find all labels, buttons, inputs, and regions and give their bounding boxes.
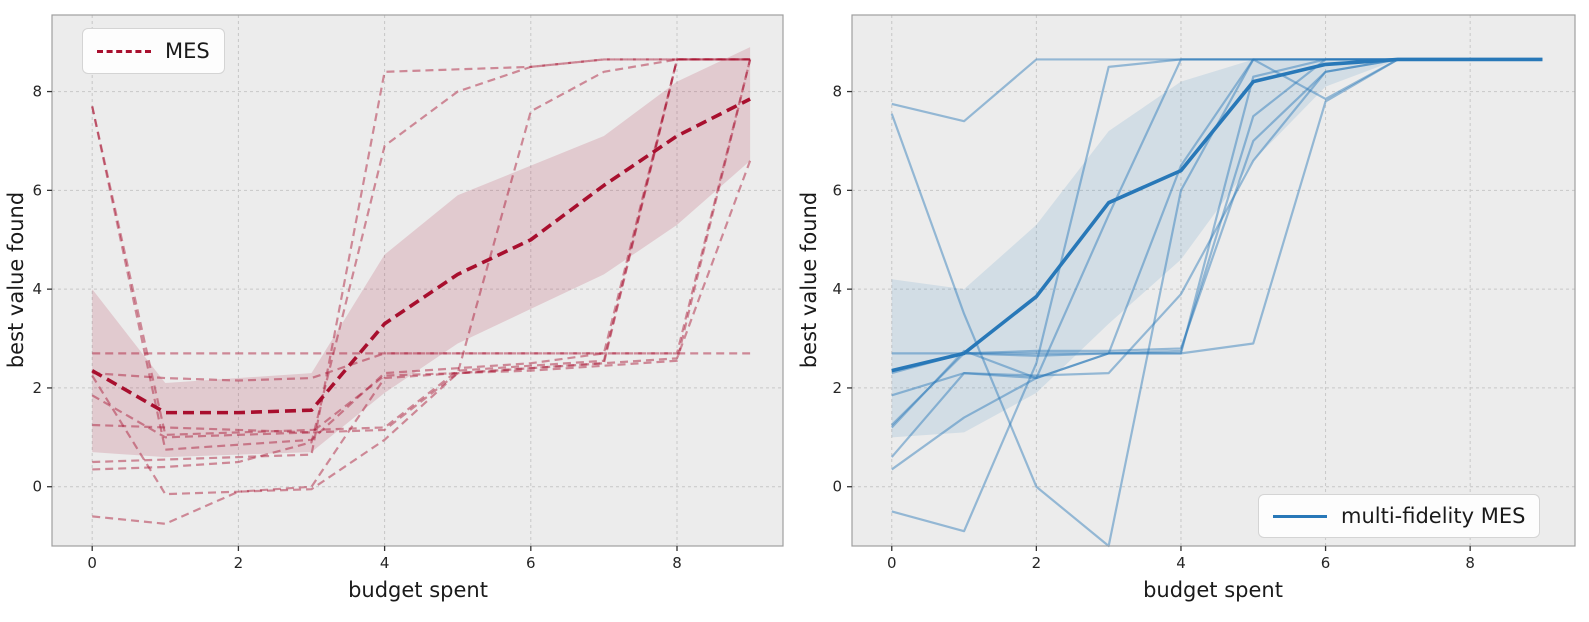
confidence-band — [92, 47, 751, 458]
y-tick-label: 2 — [832, 379, 842, 397]
mean-line — [891, 57, 1543, 373]
y-tick-label: 6 — [832, 181, 842, 199]
run-line — [92, 58, 751, 464]
mes-legend-line-sample — [97, 49, 151, 53]
run-line — [91, 160, 752, 439]
run-line — [92, 58, 751, 471]
y-tick-label: 8 — [32, 83, 42, 101]
run-line — [91, 58, 751, 451]
run-line — [92, 58, 751, 434]
x-tick-label: 8 — [672, 554, 682, 572]
run-line — [91, 58, 751, 436]
y-tick-label: 6 — [32, 181, 42, 199]
mf-mes-legend-line-sample — [1273, 514, 1327, 518]
mf-mes-y-axis-label: best value found — [797, 191, 821, 369]
x-tick-label: 2 — [234, 554, 244, 572]
x-tick-label: 0 — [87, 554, 97, 572]
y-tick-label: 4 — [832, 280, 842, 298]
plot-background — [852, 15, 1575, 546]
multi-fidelity-mes-chart: 0 2 4 6 8 0 2 4 6 8 best value found budget spent… — [795, 0, 1589, 622]
x-tick-label: 6 — [1321, 554, 1331, 572]
mes-plot-svg: 0 2 4 6 8 0 2 4 6 8 — [32, 14, 784, 572]
mes-x-axis-label: budget spent — [348, 578, 488, 602]
x-tick-label: 8 — [1465, 554, 1475, 572]
mes-legend-label: MES — [165, 39, 210, 63]
x-tick-label: 4 — [1176, 554, 1186, 572]
x-tick-label: 6 — [526, 554, 536, 572]
mf-mes-legend-label: multi-fidelity MES — [1341, 504, 1526, 528]
mean-line — [91, 97, 751, 415]
plot-frame — [51, 14, 784, 547]
run-line — [92, 59, 752, 382]
y-tick-label: 0 — [32, 478, 42, 496]
y-tick-label: 8 — [832, 83, 842, 101]
plot-frame — [851, 14, 1576, 547]
y-tick-label: 2 — [32, 379, 42, 397]
mf-mes-x-axis-label: budget spent — [1143, 578, 1283, 602]
x-tick-label: 2 — [1032, 554, 1042, 572]
x-tick-label: 0 — [887, 554, 897, 572]
mes-y-axis-label: best value found — [4, 191, 28, 369]
confidence-band — [891, 59, 1543, 438]
y-tick-label: 0 — [832, 478, 842, 496]
multi-fidelity-mes-plot-svg: 0 2 4 6 8 0 2 4 6 8 — [832, 14, 1576, 572]
run-line — [92, 58, 751, 525]
x-tick-label: 4 — [380, 554, 390, 572]
y-tick-label: 4 — [32, 280, 42, 298]
plot-background — [52, 15, 783, 546]
run-line — [91, 59, 752, 496]
mes-legend: MES — [82, 28, 225, 74]
multi-fidelity-mes-legend: multi-fidelity MES — [1258, 494, 1541, 538]
mes-chart: 0 2 4 6 8 0 2 4 6 8 best value found budget spent… — [4, 14, 784, 602]
